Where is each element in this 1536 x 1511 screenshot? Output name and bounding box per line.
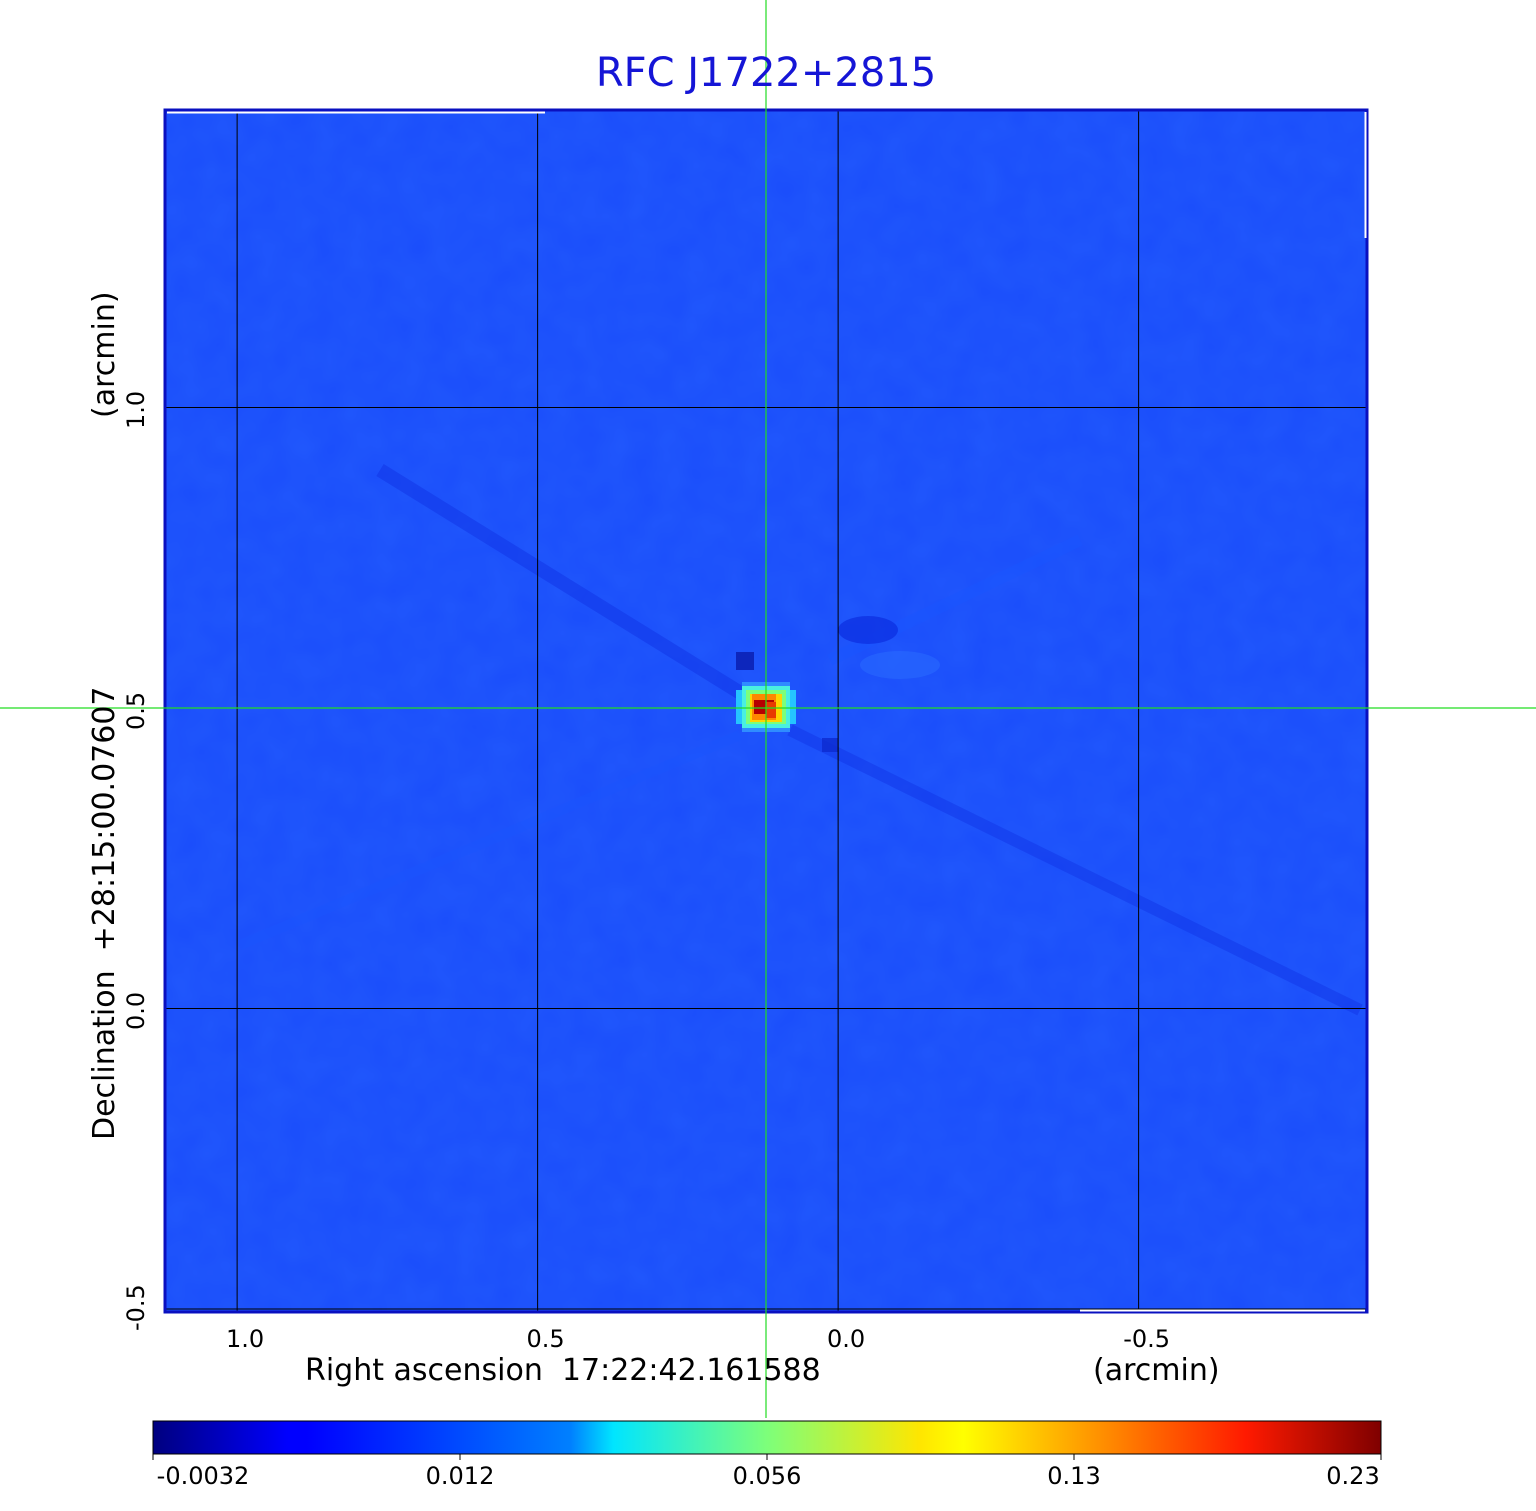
colorbar-tick-label: 0.13: [1047, 1462, 1101, 1490]
negative-pixel: [736, 652, 754, 670]
x-axis-unit: (arcmin): [1093, 1353, 1220, 1388]
crosshair: [0, 0, 1536, 1418]
colorbar-tick-label: 0.012: [425, 1462, 495, 1490]
colorbar-tick-label: 0.23: [1326, 1462, 1380, 1490]
chart-title: RFC J1722+2815: [595, 50, 937, 96]
y-tick-label: 1.0: [122, 391, 150, 430]
x-tick-label: 0.5: [526, 1325, 565, 1353]
colorbar-tick-label: -0.0032: [156, 1462, 250, 1490]
sidelobe-streak: [376, 464, 764, 711]
negative-dip: [838, 616, 898, 644]
x-tick-label: 1.0: [226, 1325, 265, 1353]
y-tick-label: -0.5: [122, 1284, 150, 1331]
y-tick-label: 0.5: [122, 691, 150, 730]
x-tick-label: -0.5: [1123, 1325, 1171, 1353]
y-tick-label: 0.0: [122, 992, 150, 1031]
negative-pixel: [822, 738, 838, 752]
colorbar: [152, 1420, 1382, 1460]
positive-lobe: [860, 651, 940, 679]
sidelobe-streak: [787, 724, 1363, 1016]
y-axis-unit: (arcmin): [87, 291, 122, 418]
sidelobe-streak: [238, 730, 742, 950]
y-axis-label: Declination +28:15:00.07607: [87, 686, 122, 1140]
colorbar-tick-label: 0.056: [732, 1462, 802, 1490]
x-tick-label: 0.0: [827, 1325, 866, 1353]
colorbar-gradient: [152, 1420, 1382, 1455]
x-axis-label: Right ascension 17:22:42.161588: [305, 1353, 821, 1388]
colorbar-ticks: [152, 1454, 1382, 1460]
